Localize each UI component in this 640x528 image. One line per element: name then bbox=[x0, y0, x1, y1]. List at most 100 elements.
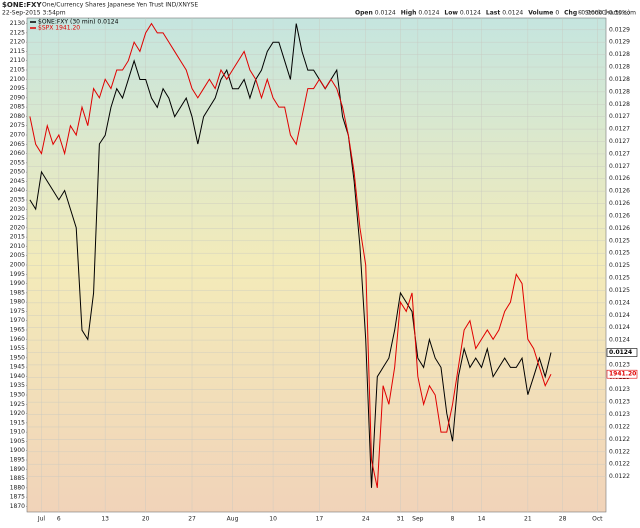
y-tick-label: 2025 bbox=[10, 215, 25, 222]
y-tick-label: 2015 bbox=[10, 234, 25, 241]
y2-tick-label: 0.0128 bbox=[609, 88, 630, 95]
y2-tick-label: 0.0122 bbox=[609, 448, 630, 455]
y-tick-label: 1960 bbox=[10, 336, 25, 343]
y-tick-label: 1875 bbox=[10, 494, 25, 501]
y2-tick-label: 0.0128 bbox=[609, 76, 630, 83]
y-tick-label: 1995 bbox=[10, 271, 25, 278]
last-value-label: 0.0124 bbox=[609, 349, 632, 356]
y2-tick-label: 0.0123 bbox=[609, 411, 630, 418]
stat-value: 0.0124 bbox=[460, 10, 481, 17]
y2-tick-label: 0.0128 bbox=[609, 64, 630, 71]
stat-value: -0.0000 (-0.30%) bbox=[579, 10, 630, 17]
y2-tick-label: 0.0122 bbox=[609, 461, 630, 468]
y2-tick-label: 0.0127 bbox=[609, 163, 630, 170]
x-tick-label: 6 bbox=[57, 516, 61, 523]
y-tick-label: 1955 bbox=[10, 345, 25, 352]
y-tick-label: 1935 bbox=[10, 382, 25, 389]
y2-tick-label: 0.0127 bbox=[609, 150, 630, 157]
y-tick-label: 2040 bbox=[10, 187, 25, 194]
y-tick-label: 2115 bbox=[10, 48, 25, 55]
y-tick-label: 1920 bbox=[10, 410, 25, 417]
x-tick-label: Sep bbox=[412, 516, 424, 523]
x-tick-label: Oct bbox=[592, 516, 603, 523]
series-line bbox=[29, 23, 552, 488]
y2-tick-label: 0.0123 bbox=[609, 399, 630, 406]
credit: © StockCharts.com bbox=[577, 10, 636, 17]
stat-label: Volume bbox=[528, 10, 553, 17]
y2-tick-label: 0.0124 bbox=[609, 337, 630, 344]
y2-tick-label: 0.0124 bbox=[609, 299, 630, 306]
y2-tick-label: 0.0122 bbox=[609, 436, 630, 443]
x-tick-label: 20 bbox=[142, 516, 150, 523]
y-tick-label: 1945 bbox=[10, 364, 25, 371]
y2-tick-label: 0.0129 bbox=[609, 26, 630, 33]
y2-tick-label: 0.0126 bbox=[609, 188, 630, 195]
stat-value: 0.0124 bbox=[375, 10, 396, 17]
stat-value: 0.0124 bbox=[418, 10, 439, 17]
x-tick-label: 27 bbox=[188, 516, 196, 523]
y2-tick-label: 0.0124 bbox=[609, 312, 630, 319]
y-tick-label: 1970 bbox=[10, 317, 25, 324]
legend-label: $SPX 1941.20 bbox=[38, 25, 80, 32]
y2-tick-label: 0.0126 bbox=[609, 225, 630, 232]
y2-tick-label: 0.0125 bbox=[609, 275, 630, 282]
y-tick-label: 2020 bbox=[10, 224, 25, 231]
y-tick-label: 2065 bbox=[10, 141, 25, 148]
y-tick-label: 1980 bbox=[10, 299, 25, 306]
y-tick-label: 1870 bbox=[10, 503, 25, 510]
y2-tick-label: 0.0128 bbox=[609, 51, 630, 58]
series-line bbox=[29, 22, 552, 488]
y-tick-label: 1950 bbox=[10, 354, 25, 361]
y-tick-label: 2130 bbox=[10, 20, 25, 27]
y-tick-label: 2035 bbox=[10, 197, 25, 204]
y2-tick-label: 0.0128 bbox=[609, 101, 630, 108]
y-tick-label: 1880 bbox=[10, 484, 25, 491]
y-tick-label: 1990 bbox=[10, 280, 25, 287]
y-tick-label: 1890 bbox=[10, 466, 25, 473]
y-tick-label: 1965 bbox=[10, 327, 25, 334]
y-tick-label: 2110 bbox=[10, 57, 25, 64]
x-tick-label: Aug bbox=[227, 516, 239, 523]
y-tick-label: 2030 bbox=[10, 206, 25, 213]
plot-area bbox=[26, 17, 607, 513]
y-tick-label: 2105 bbox=[10, 67, 25, 74]
y-tick-label: 2060 bbox=[10, 150, 25, 157]
y2-tick-label: 0.0125 bbox=[609, 287, 630, 294]
y-tick-label: 1985 bbox=[10, 289, 25, 296]
x-tick-label: 28 bbox=[559, 516, 567, 523]
x-tick-label: 31 bbox=[397, 516, 405, 523]
stat-label: Low bbox=[444, 10, 458, 17]
y2-tick-label: 0.0129 bbox=[609, 39, 630, 46]
y-tick-label: 2005 bbox=[10, 252, 25, 259]
y-tick-label: 1895 bbox=[10, 457, 25, 464]
x-tick-label: 8 bbox=[451, 516, 455, 523]
x-tick-label: 24 bbox=[362, 516, 370, 523]
y-tick-label: 1885 bbox=[10, 475, 25, 482]
legend-label: $ONE:FXY (30 min) 0.0124 bbox=[38, 19, 119, 26]
y-tick-label: 2070 bbox=[10, 132, 25, 139]
y2-tick-label: 0.0127 bbox=[609, 113, 630, 120]
x-tick-label: 14 bbox=[478, 516, 486, 523]
y2-tick-label: 0.0126 bbox=[609, 200, 630, 207]
x-tick-label: Jul bbox=[37, 516, 46, 523]
y-tick-label: 2100 bbox=[10, 76, 25, 83]
y-tick-label: 2000 bbox=[10, 262, 25, 269]
y2-tick-label: 0.0122 bbox=[609, 473, 630, 480]
chart-title: $ONE:FXY bbox=[2, 1, 42, 9]
y-tick-label: 2090 bbox=[10, 94, 25, 101]
y-tick-label: 1930 bbox=[10, 392, 25, 399]
stat-label: Last bbox=[486, 10, 500, 17]
y-tick-label: 1915 bbox=[10, 419, 25, 426]
stat-label: Open bbox=[355, 10, 373, 17]
stat-label: Chg bbox=[564, 10, 577, 17]
y-tick-label: 2010 bbox=[10, 243, 25, 250]
x-tick-label: 21 bbox=[524, 516, 532, 523]
y-tick-label: 2050 bbox=[10, 169, 25, 176]
subtitle: One/Currency Shares Japanese Yen Trust I… bbox=[42, 2, 198, 9]
x-tick-label: 10 bbox=[269, 516, 277, 523]
y-tick-label: 2080 bbox=[10, 113, 25, 120]
y-tick-label: 1905 bbox=[10, 438, 25, 445]
last-value-box bbox=[606, 348, 638, 357]
y2-tick-label: 0.0123 bbox=[609, 386, 630, 393]
